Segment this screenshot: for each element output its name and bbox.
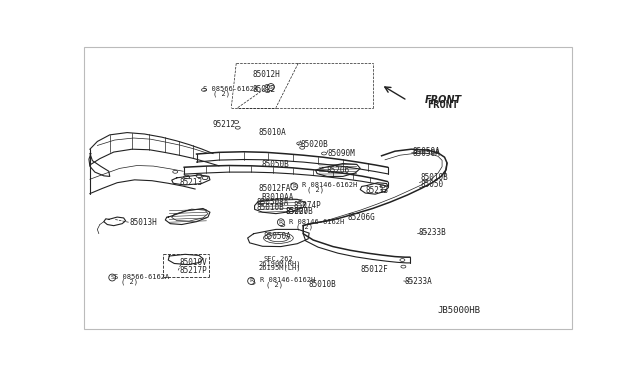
Text: 85020B: 85020B: [301, 140, 328, 150]
Text: 85012H: 85012H: [252, 70, 280, 79]
Text: 85050A: 85050A: [264, 232, 291, 241]
Text: 85050A: 85050A: [412, 149, 440, 158]
Text: ( 2): ( 2): [296, 223, 313, 230]
Text: 85213: 85213: [179, 178, 202, 187]
Text: 85090M: 85090M: [328, 149, 356, 158]
Text: S: S: [269, 84, 273, 90]
Text: 85010A: 85010A: [259, 128, 286, 137]
Text: 850508A: 850508A: [256, 198, 289, 207]
Text: 85050A: 85050A: [412, 147, 440, 156]
Text: 85233B: 85233B: [419, 228, 446, 237]
Text: 85207: 85207: [286, 207, 309, 216]
Text: 26195M(LH): 26195M(LH): [259, 265, 301, 271]
Text: R 08146-6162H: R 08146-6162H: [289, 219, 344, 225]
Text: SEC.262: SEC.262: [264, 256, 293, 262]
Text: 85013H: 85013H: [129, 218, 157, 227]
Text: R: R: [249, 279, 253, 283]
Text: FRONT: FRONT: [428, 100, 458, 110]
Text: 85010V: 85010V: [179, 258, 207, 267]
Text: S 08566-6162A: S 08566-6162A: [114, 274, 169, 280]
Text: B3010AA: B3010AA: [261, 193, 293, 202]
Text: 85010B: 85010B: [420, 173, 448, 182]
Text: ( 2): ( 2): [266, 282, 283, 288]
Text: R: R: [292, 184, 296, 189]
Text: R 08146-6162H: R 08146-6162H: [260, 277, 315, 283]
Text: FRONT: FRONT: [425, 94, 462, 105]
Text: 85050B: 85050B: [261, 160, 289, 169]
Text: 85020B: 85020B: [286, 207, 314, 216]
Text: R: R: [279, 220, 283, 225]
Text: 85050: 85050: [420, 180, 444, 189]
Text: 85010B: 85010B: [308, 280, 336, 289]
Text: 85206: 85206: [326, 166, 349, 175]
Text: ( 2): ( 2): [213, 91, 230, 97]
Text: JB5000HB: JB5000HB: [437, 306, 480, 315]
Text: 95212: 95212: [213, 121, 236, 129]
Text: 85012FA: 85012FA: [259, 184, 291, 193]
Text: 85206G: 85206G: [348, 214, 376, 222]
Text: S 08566-6162A: S 08566-6162A: [203, 86, 259, 92]
Text: 85074P: 85074P: [293, 201, 321, 209]
Text: ( 2): ( 2): [121, 278, 138, 285]
Text: 85233A: 85233A: [405, 277, 433, 286]
Text: 26190M(RH): 26190M(RH): [259, 260, 301, 267]
Text: 85233: 85233: [365, 186, 388, 195]
Text: 85217P: 85217P: [179, 266, 207, 275]
Text: 85022: 85022: [252, 84, 275, 93]
Text: ( 2): ( 2): [307, 186, 324, 193]
Text: 85012F: 85012F: [360, 265, 388, 274]
Text: R 08146-6162H: R 08146-6162H: [302, 182, 358, 188]
Text: 85010B: 85010B: [256, 202, 284, 212]
Text: S: S: [110, 275, 114, 280]
